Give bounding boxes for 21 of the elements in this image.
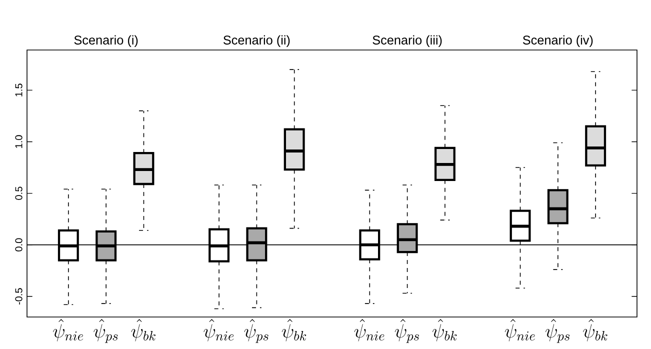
x-tick-label: $\hat{\psi}_{bk}$ bbox=[432, 319, 457, 342]
y-tick-label: 0.5 bbox=[15, 186, 22, 200]
x-tick-label: $\hat{\psi}_{ps}$ bbox=[546, 319, 570, 343]
x-tick-label: $\hat{\psi}_{ps}$ bbox=[244, 319, 268, 343]
text: Scenario (iii) bbox=[372, 35, 442, 48]
text: Scenario (ii) bbox=[223, 35, 290, 48]
x-tick-label: $\hat{\psi}_{nie}$ bbox=[53, 319, 84, 342]
y-tick-label: 1.0 bbox=[15, 135, 22, 148]
x-tick-label: $\hat{\psi}_{nie}$ bbox=[354, 319, 384, 342]
y-tick-label: 1.5 bbox=[15, 84, 22, 96]
x-tick-label: $\hat{\psi}_{bk}$ bbox=[282, 319, 306, 342]
y-tick-label: 0.0 bbox=[15, 238, 22, 252]
x-tick-label: $\hat{\psi}_{ps}$ bbox=[394, 319, 419, 343]
text: Scenario (i) bbox=[74, 35, 138, 48]
x-tick-label: $\hat{\psi}_{bk}$ bbox=[583, 319, 608, 342]
y-tick-label: -0.5 bbox=[15, 288, 22, 305]
x-tick-label: $\hat{\psi}_{nie}$ bbox=[204, 319, 234, 342]
text: Scenario (iv) bbox=[522, 35, 593, 48]
x-tick-label: $\hat{\psi}_{bk}$ bbox=[131, 319, 156, 342]
x-tick-label: $\hat{\psi}_{nie}$ bbox=[504, 319, 535, 342]
x-tick-label: $\hat{\psi}_{ps}$ bbox=[94, 319, 118, 343]
